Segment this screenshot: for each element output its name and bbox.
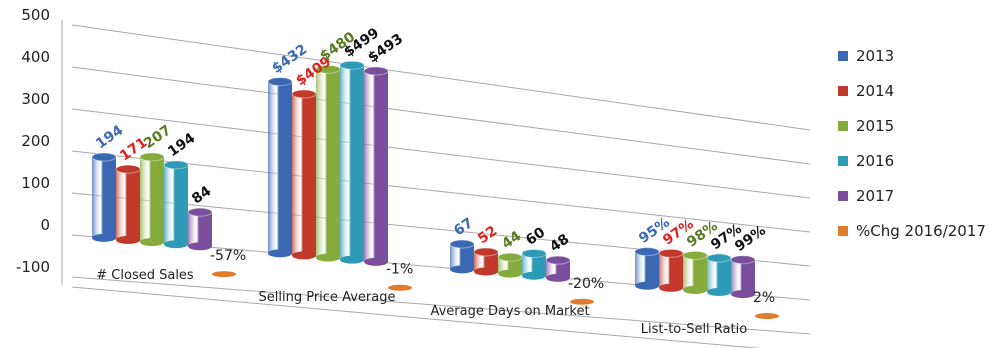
bar <box>187 207 213 251</box>
y-tick-label: 100 <box>21 174 50 192</box>
bar-marks <box>91 60 779 320</box>
y-tick-label: 300 <box>21 90 50 108</box>
gridline <box>71 24 811 131</box>
legend-swatch <box>838 85 848 96</box>
bar <box>521 248 547 280</box>
bar <box>473 247 499 276</box>
legend-item: 2016 <box>838 143 986 178</box>
bar <box>291 89 317 260</box>
pct-change-mark <box>755 313 779 320</box>
bar <box>267 77 293 258</box>
y-tick-label: 500 <box>21 6 50 24</box>
legend-label: 2014 <box>856 81 895 100</box>
pct-change-mark <box>570 298 594 305</box>
legend-item: %Chg 2016/2017 <box>838 213 986 248</box>
legend-swatch <box>838 120 848 131</box>
bar <box>545 255 571 282</box>
x-category-label: List-to-Sell Ratio <box>641 322 747 337</box>
pct-change-label: -57% <box>210 248 246 264</box>
legend-swatch <box>838 155 848 166</box>
bar <box>497 252 523 278</box>
bar <box>115 164 141 244</box>
x-axis-categories: # Closed Sales Selling Price Average Avera… <box>96 268 747 337</box>
y-axis-ticks: -100 0 100 200 300 400 500 <box>16 6 50 276</box>
bar <box>449 239 475 274</box>
gridline <box>71 150 811 233</box>
gridline <box>71 108 811 199</box>
legend-swatch <box>838 225 848 236</box>
bar <box>706 253 732 296</box>
legend-swatch <box>838 190 848 201</box>
legend-item: 2014 <box>838 73 986 108</box>
y-tick-label: 200 <box>21 132 50 150</box>
x-category-label: # Closed Sales <box>96 268 194 283</box>
legend: 2013 2014 2015 2016 2017 %Chg 2016/2017 <box>838 38 986 248</box>
legend-label: 2016 <box>856 151 895 170</box>
floor-edge <box>71 286 761 348</box>
bar <box>730 255 756 299</box>
pct-change-mark <box>212 271 236 278</box>
bar <box>339 60 365 264</box>
legend-label: 2015 <box>856 116 895 135</box>
pct-change-label: -20% <box>568 276 604 292</box>
data-label: 48 <box>547 231 572 255</box>
bar <box>315 64 341 262</box>
legend-label: 2013 <box>856 46 895 65</box>
legend-label: %Chg 2016/2017 <box>856 221 986 240</box>
y-tick-label: -100 <box>16 258 50 276</box>
bar <box>634 247 660 290</box>
y-tick-label: 0 <box>40 216 50 234</box>
bar <box>658 248 684 292</box>
legend-label: 2017 <box>856 186 895 205</box>
legend-item: 2013 <box>838 38 986 73</box>
bar <box>682 250 708 294</box>
data-label: 84 <box>189 183 214 207</box>
pct-change-mark <box>388 284 412 291</box>
y-tick-label: 400 <box>21 48 50 66</box>
gridline <box>71 66 811 165</box>
x-category-label: Selling Price Average <box>259 290 396 305</box>
bar <box>163 160 189 249</box>
data-label: 52 <box>475 223 500 247</box>
legend-swatch <box>838 50 848 61</box>
x-category-label: Average Days on Market <box>430 304 589 319</box>
legend-item: 2017 <box>838 178 986 213</box>
bar <box>363 66 389 266</box>
gridline <box>71 276 811 335</box>
bar <box>139 152 165 247</box>
data-label: 67 <box>451 215 476 239</box>
pct-change-label: 2% <box>753 290 775 306</box>
legend-item: 2015 <box>838 108 986 143</box>
data-label: 44 <box>499 228 524 252</box>
bar <box>91 152 117 242</box>
pct-change-label: -1% <box>386 262 413 278</box>
data-label: 60 <box>523 224 548 248</box>
